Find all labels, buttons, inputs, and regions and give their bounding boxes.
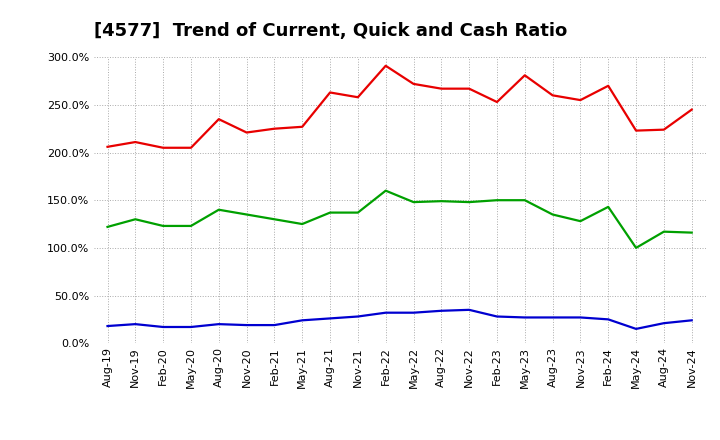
Quick Ratio [215,207,223,213]
Current Ratio [604,83,613,88]
Current Ratio [186,145,195,150]
Current Ratio [159,145,168,150]
Cash Ratio [159,324,168,330]
Text: [4577]  Trend of Current, Quick and Cash Ratio: [4577] Trend of Current, Quick and Cash … [94,22,567,40]
Quick Ratio [604,204,613,209]
Cash Ratio [521,315,529,320]
Cash Ratio [103,323,112,329]
Current Ratio [492,99,501,105]
Quick Ratio [465,199,474,205]
Current Ratio [549,93,557,98]
Current Ratio [298,124,307,129]
Current Ratio [465,86,474,91]
Current Ratio [660,127,668,132]
Quick Ratio [131,216,140,222]
Cash Ratio [437,308,446,313]
Quick Ratio [437,198,446,204]
Cash Ratio [604,317,613,322]
Cash Ratio [631,326,640,332]
Cash Ratio [131,322,140,327]
Current Ratio [215,117,223,122]
Line: Quick Ratio: Quick Ratio [107,191,692,248]
Cash Ratio [242,323,251,328]
Cash Ratio [325,316,334,321]
Quick Ratio [354,210,362,215]
Current Ratio [270,126,279,131]
Quick Ratio [382,188,390,193]
Cash Ratio [186,324,195,330]
Quick Ratio [325,210,334,215]
Quick Ratio [631,245,640,250]
Quick Ratio [521,198,529,203]
Cash Ratio [549,315,557,320]
Current Ratio [576,97,585,103]
Cash Ratio [354,314,362,319]
Quick Ratio [242,212,251,217]
Quick Ratio [103,224,112,230]
Quick Ratio [270,216,279,222]
Current Ratio [521,73,529,78]
Quick Ratio [186,223,195,228]
Quick Ratio [688,230,696,235]
Quick Ratio [660,229,668,234]
Current Ratio [409,81,418,87]
Line: Cash Ratio: Cash Ratio [107,310,692,329]
Quick Ratio [409,199,418,205]
Current Ratio [688,107,696,112]
Current Ratio [437,86,446,91]
Quick Ratio [492,198,501,203]
Cash Ratio [298,318,307,323]
Current Ratio [325,90,334,95]
Cash Ratio [382,310,390,315]
Line: Current Ratio: Current Ratio [107,66,692,148]
Current Ratio [103,144,112,150]
Cash Ratio [660,320,668,326]
Cash Ratio [465,307,474,312]
Quick Ratio [576,219,585,224]
Cash Ratio [492,314,501,319]
Cash Ratio [270,323,279,328]
Quick Ratio [159,223,168,228]
Current Ratio [131,139,140,145]
Current Ratio [382,63,390,68]
Cash Ratio [576,315,585,320]
Current Ratio [631,128,640,133]
Cash Ratio [688,318,696,323]
Current Ratio [242,130,251,135]
Current Ratio [354,95,362,100]
Quick Ratio [298,221,307,227]
Quick Ratio [549,212,557,217]
Cash Ratio [409,310,418,315]
Cash Ratio [215,322,223,327]
